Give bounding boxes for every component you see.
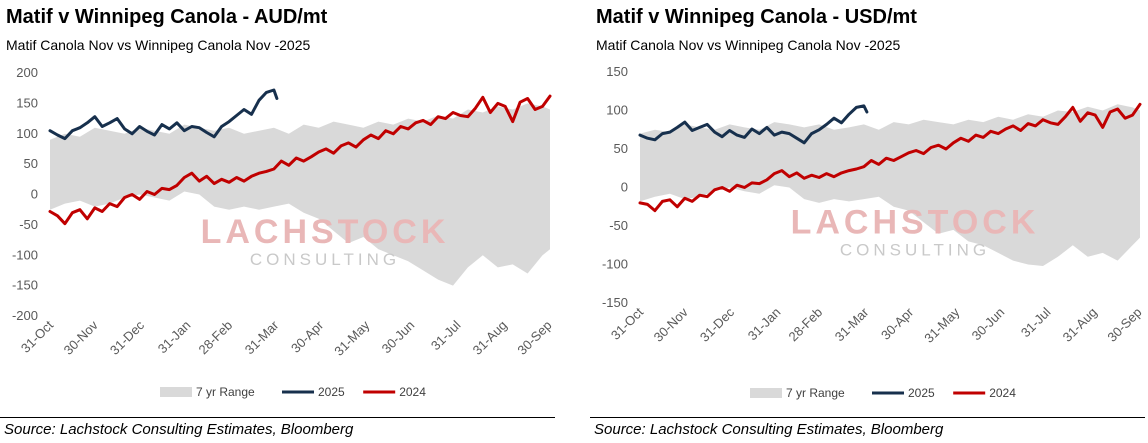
x-tick-label: 31-Dec [107, 317, 148, 358]
y-tick-label: 0 [621, 180, 628, 195]
x-tick-label: 31-May [921, 304, 963, 346]
x-tick-label: 31-Jul [1018, 304, 1054, 340]
x-tick-label: 31-Mar [242, 317, 282, 357]
legend-swatch-range [750, 388, 782, 398]
watermark-logo: LACHSTOCK [791, 204, 1040, 242]
y-tick-label: 200 [16, 65, 38, 80]
y-tick-label: 100 [16, 126, 38, 141]
legend-swatch-range [160, 387, 192, 397]
x-tick-label: 31-Jul [428, 317, 464, 353]
chart-panel-aud: Matif v Winnipeg Canola - AUD/mt Matif C… [0, 0, 555, 443]
x-tick-label: 30-Nov [651, 304, 692, 345]
x-tick-label: 31-Mar [832, 304, 872, 344]
y-tick-label: 150 [16, 95, 38, 110]
series-line-2024 [638, 102, 1142, 213]
legend-label: 2025 [908, 386, 935, 400]
y-tick-label: 50 [614, 141, 628, 156]
legend-label: 2025 [318, 385, 345, 399]
range-band [50, 103, 550, 286]
y-tick-label: -150 [12, 278, 38, 293]
watermark-logo: LACHSTOCK [201, 213, 450, 251]
legend-label: 2024 [989, 386, 1016, 400]
x-tick-label: 28-Feb [195, 318, 235, 358]
y-tick-label: -100 [602, 257, 628, 272]
x-tick-label: 31-Oct [18, 317, 56, 355]
chart-panel-usd: Matif v Winnipeg Canola - USD/mt Matif C… [590, 0, 1145, 443]
source-divider [0, 417, 555, 418]
legend-label: 7 yr Range [196, 385, 255, 399]
y-tick-label: 150 [606, 64, 628, 79]
x-tick-label: 30-Jun [969, 305, 1008, 344]
chart-title: Matif v Winnipeg Canola - AUD/mt [6, 6, 328, 28]
x-tick-label: 31-Aug [1060, 305, 1100, 345]
y-tick-label: -200 [12, 308, 38, 323]
legend-label: 2024 [399, 385, 426, 399]
y-tick-label: 50 [24, 156, 38, 171]
x-tick-label: 30-Sep [514, 318, 554, 358]
y-tick-label: 0 [31, 187, 38, 202]
chart-title: Matif v Winnipeg Canola - USD/mt [596, 6, 917, 28]
source-note: Source: Lachstock Consulting Estimates, … [594, 421, 944, 438]
x-tick-label: 30-Jun [379, 318, 418, 357]
watermark-logo: CONSULTING [250, 250, 400, 269]
y-tick-label: 100 [606, 103, 628, 118]
legend-label: 7 yr Range [786, 386, 845, 400]
chart-subtitle: Matif Canola Nov vs Winnipeg Canola Nov … [6, 37, 311, 53]
source-divider [590, 417, 1145, 418]
x-tick-label: 31-Dec [697, 304, 738, 345]
y-tick-label: -50 [19, 217, 38, 232]
range-band [640, 104, 1140, 266]
watermark-logo: CONSULTING [840, 241, 990, 260]
x-tick-label: 30-Sep [1104, 305, 1144, 345]
source-note: Source: Lachstock Consulting Estimates, … [4, 421, 354, 438]
series-line-2024 [48, 94, 552, 226]
x-tick-label: 31-Aug [470, 318, 510, 358]
y-tick-label: -150 [602, 295, 628, 310]
x-tick-label: 31-May [331, 317, 373, 359]
series-line-2025 [638, 104, 869, 145]
chart-plot-aud: -200 -150 -100 -50 0 50 100 150 200 LACHSTOCKCONS… [12, 65, 555, 399]
x-tick-label: 31-Jan [745, 305, 784, 344]
x-tick-label: 28-Feb [785, 305, 825, 345]
x-tick-label: 30-Apr [288, 317, 327, 356]
x-tick-label: 30-Apr [878, 304, 917, 343]
chart-subtitle: Matif Canola Nov vs Winnipeg Canola Nov … [596, 37, 901, 53]
x-tick-label: 31-Oct [608, 304, 646, 342]
y-tick-label: -100 [12, 247, 38, 262]
x-tick-label: 30-Nov [61, 317, 102, 358]
y-tick-label: -50 [609, 218, 628, 233]
series-line-2025 [48, 88, 279, 141]
x-tick-label: 31-Jan [155, 318, 194, 357]
